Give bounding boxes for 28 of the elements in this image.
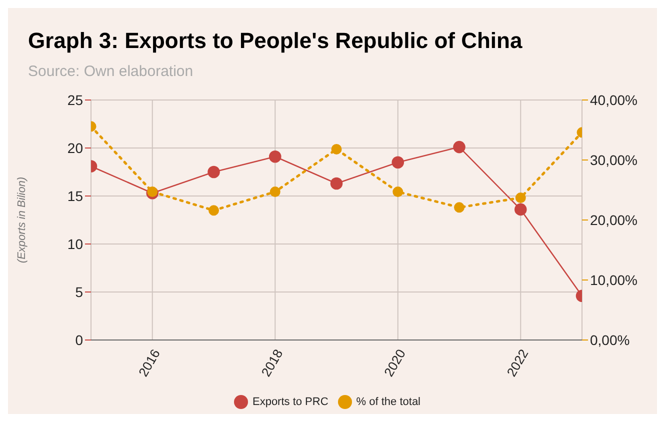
- y-tick-label: 25: [67, 92, 84, 108]
- legend-label: Exports to PRC: [252, 396, 328, 408]
- point: [514, 203, 527, 216]
- y-tick-label: 15: [67, 188, 84, 204]
- y2-tick-label: 10,00%: [590, 272, 638, 288]
- point: [392, 156, 404, 169]
- y2-tick-label: 30,00%: [590, 152, 638, 168]
- point: [454, 202, 464, 213]
- point: [331, 144, 342, 154]
- point: [270, 186, 280, 198]
- chart-title: Graph 3: Exports to People's Republic of China: [28, 28, 522, 54]
- legend-label: % of the total: [356, 396, 421, 408]
- y-tick-label: 10: [67, 236, 84, 252]
- y2-tick-label: 20,00%: [590, 212, 638, 228]
- y-axis-title: (Exports in Bilion): [16, 176, 28, 264]
- point: [330, 177, 343, 190]
- y-tick-label: 20: [67, 140, 84, 156]
- y2-tick-label: 0,00%: [590, 332, 630, 348]
- point: [515, 192, 526, 204]
- y-tick-label: 0: [75, 332, 84, 348]
- point: [453, 140, 466, 154]
- chart-subtitle: Source: Own elaboration: [28, 63, 194, 80]
- point: [392, 186, 404, 198]
- y2-tick-label: 40,00%: [590, 92, 638, 108]
- point: [208, 205, 219, 216]
- point: [268, 150, 282, 163]
- y-tick-label: 5: [75, 284, 84, 300]
- point: [208, 166, 220, 178]
